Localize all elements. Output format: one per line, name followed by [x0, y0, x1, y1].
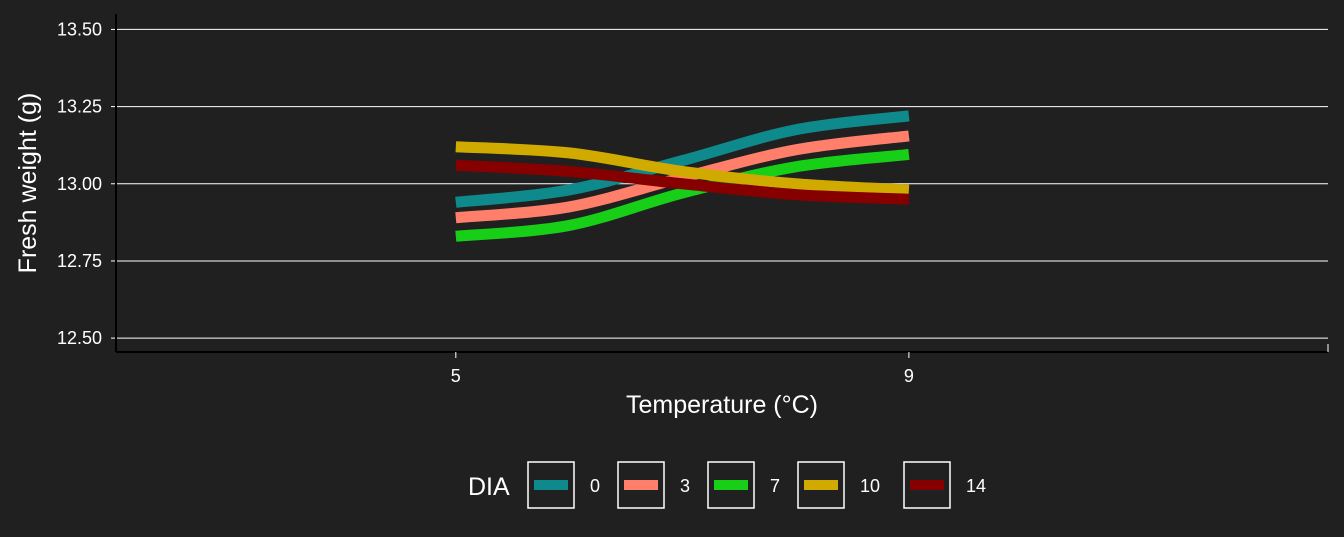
- x-axis-title: Temperature (°C): [626, 391, 818, 419]
- y-axis-title: Fresh weight (g): [14, 93, 42, 274]
- series-line-dia-10: [455, 141, 910, 196]
- y-tick-label: 13.25: [57, 97, 102, 117]
- legend-key-box: [903, 461, 951, 509]
- series-line-dia-7: [455, 148, 910, 242]
- legend-key-box: [617, 461, 665, 509]
- series-line-dia-0: [455, 110, 910, 208]
- x-tick-label: 9: [904, 366, 914, 386]
- legend-label-dia-10: 10: [860, 476, 880, 496]
- axes: [111, 14, 1329, 358]
- legend-key-box: [797, 461, 845, 509]
- legend-label-dia-14: 14: [966, 476, 986, 496]
- legend-key-box: [527, 461, 575, 509]
- y-tick-label: 13.00: [57, 174, 102, 194]
- series-line-dia-3: [455, 130, 910, 224]
- series-line-dia-14: [455, 159, 910, 205]
- y-tick-label: 13.50: [57, 19, 102, 39]
- legend-label-dia-7: 7: [770, 476, 780, 496]
- series-lines: [455, 110, 910, 242]
- legend-key-box: [707, 461, 755, 509]
- legend-label-dia-3: 3: [680, 476, 690, 496]
- x-tick-label: 5: [451, 366, 461, 386]
- legend-title: DIA: [468, 473, 510, 501]
- legend-label-dia-0: 0: [590, 476, 600, 496]
- y-tick-label: 12.75: [57, 251, 102, 271]
- tick-labels: 12.50 12.75 13.00 13.25 13.50 5 9: [57, 19, 914, 386]
- legend: DIA 0 3 7 10 14: [468, 461, 986, 509]
- y-tick-label: 12.50: [57, 328, 102, 348]
